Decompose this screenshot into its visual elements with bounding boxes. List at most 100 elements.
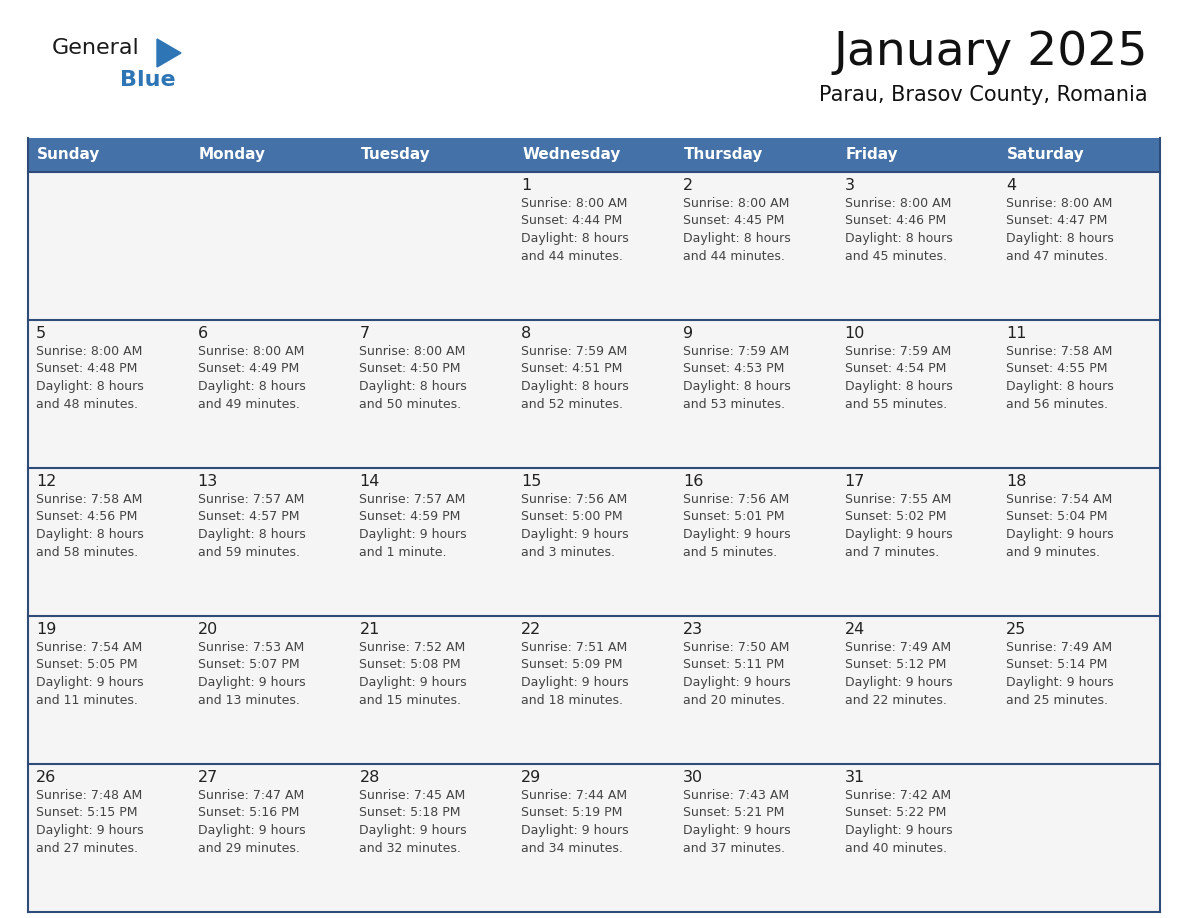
Bar <box>352 764 513 912</box>
Bar <box>29 138 1159 172</box>
Text: 1: 1 <box>522 178 531 193</box>
Text: Sunrise: 7:52 AM
Sunset: 5:08 PM
Daylight: 9 hours
and 15 minutes.: Sunrise: 7:52 AM Sunset: 5:08 PM Dayligh… <box>360 641 467 707</box>
Text: January 2025: January 2025 <box>834 30 1148 75</box>
Text: General: General <box>52 38 140 58</box>
Text: Saturday: Saturday <box>1007 148 1085 162</box>
Text: 3: 3 <box>845 178 854 193</box>
Text: 9: 9 <box>683 326 693 341</box>
Bar <box>675 320 836 468</box>
Text: Sunrise: 7:57 AM
Sunset: 4:57 PM
Daylight: 8 hours
and 59 minutes.: Sunrise: 7:57 AM Sunset: 4:57 PM Dayligh… <box>197 493 305 558</box>
Text: 13: 13 <box>197 474 217 489</box>
Bar <box>190 172 352 320</box>
Bar <box>513 468 675 616</box>
Text: 8: 8 <box>522 326 531 341</box>
Text: 4: 4 <box>1006 178 1017 193</box>
Bar <box>675 764 836 912</box>
Bar <box>675 616 836 764</box>
Bar <box>836 320 998 468</box>
Bar <box>675 172 836 320</box>
Text: Sunrise: 7:44 AM
Sunset: 5:19 PM
Daylight: 9 hours
and 34 minutes.: Sunrise: 7:44 AM Sunset: 5:19 PM Dayligh… <box>522 789 628 855</box>
Text: Sunrise: 7:43 AM
Sunset: 5:21 PM
Daylight: 9 hours
and 37 minutes.: Sunrise: 7:43 AM Sunset: 5:21 PM Dayligh… <box>683 789 790 855</box>
Bar <box>998 320 1159 468</box>
Text: 6: 6 <box>197 326 208 341</box>
Bar <box>29 468 190 616</box>
Bar <box>190 764 352 912</box>
Text: 15: 15 <box>522 474 542 489</box>
Text: Monday: Monday <box>198 148 266 162</box>
Text: 7: 7 <box>360 326 369 341</box>
Text: Sunrise: 7:58 AM
Sunset: 4:56 PM
Daylight: 8 hours
and 58 minutes.: Sunrise: 7:58 AM Sunset: 4:56 PM Dayligh… <box>36 493 144 558</box>
Bar <box>29 172 190 320</box>
Text: Sunrise: 8:00 AM
Sunset: 4:46 PM
Daylight: 8 hours
and 45 minutes.: Sunrise: 8:00 AM Sunset: 4:46 PM Dayligh… <box>845 197 953 263</box>
Bar <box>998 616 1159 764</box>
Bar <box>836 172 998 320</box>
Text: 16: 16 <box>683 474 703 489</box>
Text: Sunrise: 7:53 AM
Sunset: 5:07 PM
Daylight: 9 hours
and 13 minutes.: Sunrise: 7:53 AM Sunset: 5:07 PM Dayligh… <box>197 641 305 707</box>
Text: 2: 2 <box>683 178 693 193</box>
Text: 30: 30 <box>683 770 703 785</box>
Text: Sunrise: 7:59 AM
Sunset: 4:54 PM
Daylight: 8 hours
and 55 minutes.: Sunrise: 7:59 AM Sunset: 4:54 PM Dayligh… <box>845 345 953 410</box>
Bar <box>998 468 1159 616</box>
Text: Tuesday: Tuesday <box>360 148 430 162</box>
Text: 24: 24 <box>845 622 865 637</box>
Bar <box>29 616 190 764</box>
Text: 12: 12 <box>36 474 56 489</box>
Bar <box>998 172 1159 320</box>
Text: 14: 14 <box>360 474 380 489</box>
Text: Blue: Blue <box>120 70 176 90</box>
Text: Sunrise: 7:56 AM
Sunset: 5:00 PM
Daylight: 9 hours
and 3 minutes.: Sunrise: 7:56 AM Sunset: 5:00 PM Dayligh… <box>522 493 628 558</box>
Bar <box>836 468 998 616</box>
Text: Friday: Friday <box>846 148 898 162</box>
Text: Sunrise: 8:00 AM
Sunset: 4:45 PM
Daylight: 8 hours
and 44 minutes.: Sunrise: 8:00 AM Sunset: 4:45 PM Dayligh… <box>683 197 790 263</box>
Text: Sunday: Sunday <box>37 148 100 162</box>
Text: Sunrise: 8:00 AM
Sunset: 4:44 PM
Daylight: 8 hours
and 44 minutes.: Sunrise: 8:00 AM Sunset: 4:44 PM Dayligh… <box>522 197 628 263</box>
Text: Sunrise: 7:59 AM
Sunset: 4:53 PM
Daylight: 8 hours
and 53 minutes.: Sunrise: 7:59 AM Sunset: 4:53 PM Dayligh… <box>683 345 790 410</box>
Text: Sunrise: 7:55 AM
Sunset: 5:02 PM
Daylight: 9 hours
and 7 minutes.: Sunrise: 7:55 AM Sunset: 5:02 PM Dayligh… <box>845 493 953 558</box>
Text: Sunrise: 7:49 AM
Sunset: 5:14 PM
Daylight: 9 hours
and 25 minutes.: Sunrise: 7:49 AM Sunset: 5:14 PM Dayligh… <box>1006 641 1114 707</box>
Text: 26: 26 <box>36 770 56 785</box>
Text: 29: 29 <box>522 770 542 785</box>
Bar <box>352 468 513 616</box>
Text: 10: 10 <box>845 326 865 341</box>
Text: 22: 22 <box>522 622 542 637</box>
Text: Thursday: Thursday <box>684 148 763 162</box>
Text: Sunrise: 7:51 AM
Sunset: 5:09 PM
Daylight: 9 hours
and 18 minutes.: Sunrise: 7:51 AM Sunset: 5:09 PM Dayligh… <box>522 641 628 707</box>
Bar <box>513 172 675 320</box>
Text: 25: 25 <box>1006 622 1026 637</box>
Bar <box>352 172 513 320</box>
Bar <box>352 320 513 468</box>
Text: Sunrise: 7:57 AM
Sunset: 4:59 PM
Daylight: 9 hours
and 1 minute.: Sunrise: 7:57 AM Sunset: 4:59 PM Dayligh… <box>360 493 467 558</box>
Bar <box>190 320 352 468</box>
Text: Sunrise: 8:00 AM
Sunset: 4:49 PM
Daylight: 8 hours
and 49 minutes.: Sunrise: 8:00 AM Sunset: 4:49 PM Dayligh… <box>197 345 305 410</box>
Text: Sunrise: 7:50 AM
Sunset: 5:11 PM
Daylight: 9 hours
and 20 minutes.: Sunrise: 7:50 AM Sunset: 5:11 PM Dayligh… <box>683 641 790 707</box>
Text: 28: 28 <box>360 770 380 785</box>
Text: 31: 31 <box>845 770 865 785</box>
Text: Sunrise: 8:00 AM
Sunset: 4:48 PM
Daylight: 8 hours
and 48 minutes.: Sunrise: 8:00 AM Sunset: 4:48 PM Dayligh… <box>36 345 144 410</box>
Text: Wednesday: Wednesday <box>523 148 620 162</box>
Bar <box>836 764 998 912</box>
Text: Sunrise: 7:45 AM
Sunset: 5:18 PM
Daylight: 9 hours
and 32 minutes.: Sunrise: 7:45 AM Sunset: 5:18 PM Dayligh… <box>360 789 467 855</box>
Text: Sunrise: 8:00 AM
Sunset: 4:50 PM
Daylight: 8 hours
and 50 minutes.: Sunrise: 8:00 AM Sunset: 4:50 PM Dayligh… <box>360 345 467 410</box>
Bar <box>998 764 1159 912</box>
Bar <box>836 616 998 764</box>
Text: 20: 20 <box>197 622 217 637</box>
Bar <box>190 616 352 764</box>
Text: Sunrise: 7:49 AM
Sunset: 5:12 PM
Daylight: 9 hours
and 22 minutes.: Sunrise: 7:49 AM Sunset: 5:12 PM Dayligh… <box>845 641 953 707</box>
Bar <box>675 468 836 616</box>
Text: Sunrise: 7:58 AM
Sunset: 4:55 PM
Daylight: 8 hours
and 56 minutes.: Sunrise: 7:58 AM Sunset: 4:55 PM Dayligh… <box>1006 345 1114 410</box>
Text: Parau, Brasov County, Romania: Parau, Brasov County, Romania <box>820 85 1148 105</box>
Text: 23: 23 <box>683 622 703 637</box>
Text: 5: 5 <box>36 326 46 341</box>
Bar <box>190 468 352 616</box>
Text: Sunrise: 7:48 AM
Sunset: 5:15 PM
Daylight: 9 hours
and 27 minutes.: Sunrise: 7:48 AM Sunset: 5:15 PM Dayligh… <box>36 789 144 855</box>
Text: 17: 17 <box>845 474 865 489</box>
Text: Sunrise: 7:59 AM
Sunset: 4:51 PM
Daylight: 8 hours
and 52 minutes.: Sunrise: 7:59 AM Sunset: 4:51 PM Dayligh… <box>522 345 628 410</box>
Bar <box>352 616 513 764</box>
Text: 18: 18 <box>1006 474 1026 489</box>
Text: Sunrise: 8:00 AM
Sunset: 4:47 PM
Daylight: 8 hours
and 47 minutes.: Sunrise: 8:00 AM Sunset: 4:47 PM Dayligh… <box>1006 197 1114 263</box>
Bar <box>513 320 675 468</box>
Bar <box>29 764 190 912</box>
Text: Sunrise: 7:54 AM
Sunset: 5:04 PM
Daylight: 9 hours
and 9 minutes.: Sunrise: 7:54 AM Sunset: 5:04 PM Dayligh… <box>1006 493 1114 558</box>
Polygon shape <box>157 39 181 67</box>
Text: 19: 19 <box>36 622 56 637</box>
